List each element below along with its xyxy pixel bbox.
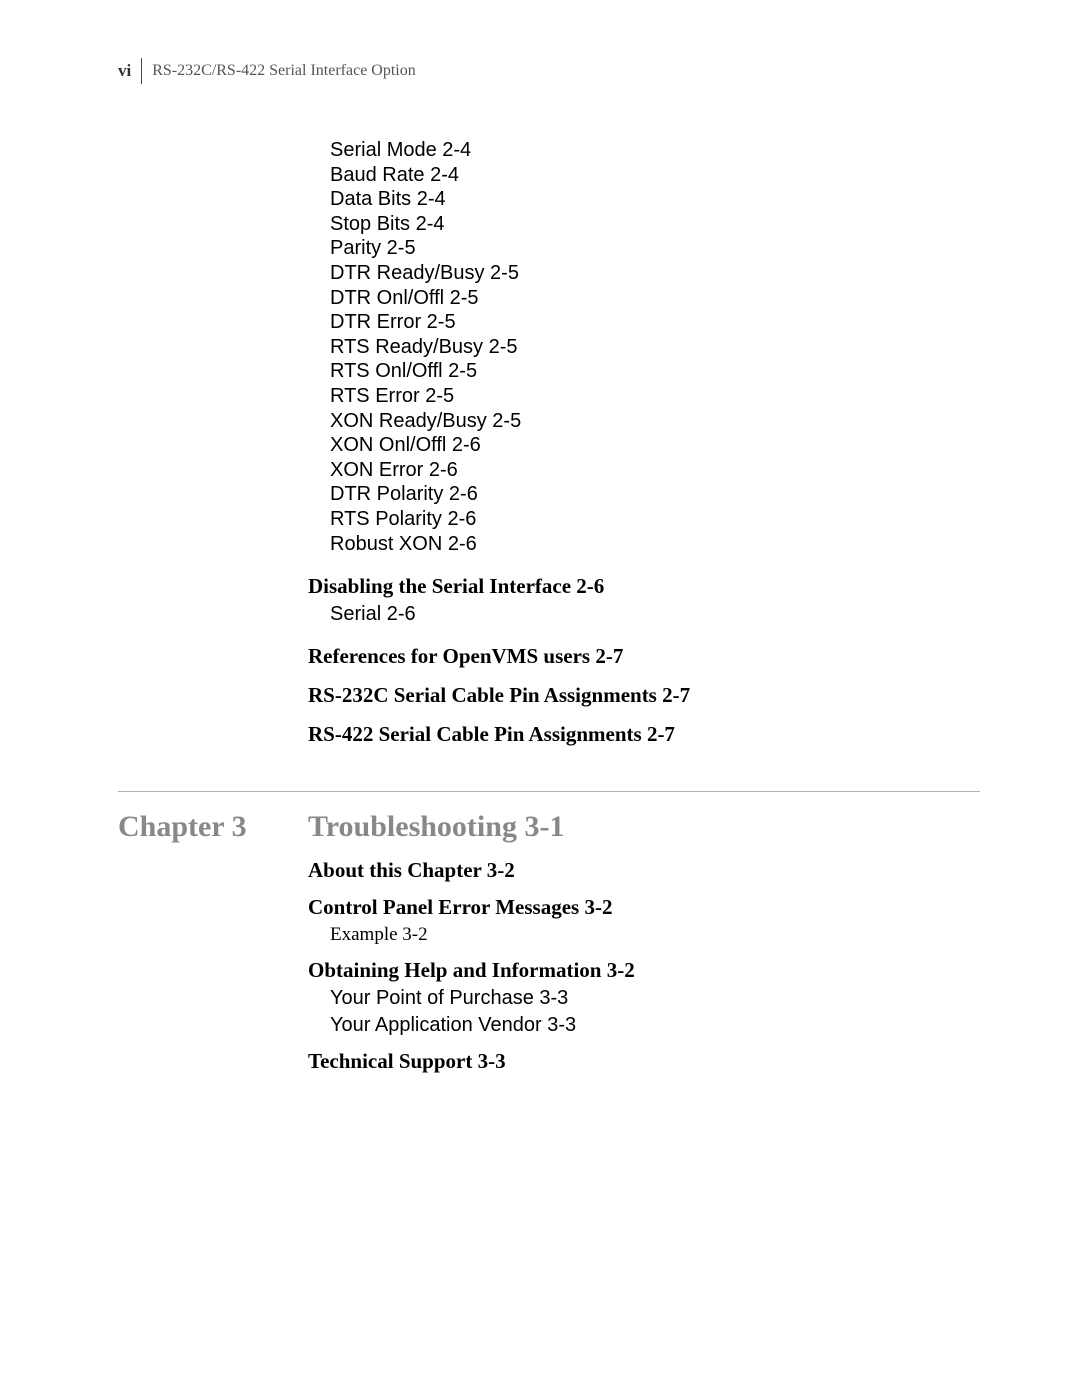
toc-upper-block: Serial Mode 2-4 Baud Rate 2-4 Data Bits … <box>308 138 980 747</box>
list-item: XON Ready/Busy 2-5 <box>330 409 980 434</box>
page: vi RS-232C/RS-422 Serial Interface Optio… <box>0 0 1080 1397</box>
list-item: Robust XON 2-6 <box>330 532 980 557</box>
section-about: About this Chapter 3-2 <box>308 858 980 883</box>
chapter-title: Troubleshooting 3-1 <box>308 810 564 844</box>
chapter-divider <box>118 791 980 792</box>
list-item: DTR Polarity 2-6 <box>330 482 980 507</box>
section-control-panel: Control Panel Error Messages 3-2 <box>308 895 980 920</box>
chapter-label: Chapter 3 <box>118 810 308 844</box>
section-obtaining-help: Obtaining Help and Information 3-2 <box>308 958 980 983</box>
running-header: vi RS-232C/RS-422 Serial Interface Optio… <box>118 58 980 84</box>
section-rs422: RS-422 Serial Cable Pin Assignments 2-7 <box>308 722 980 747</box>
list-item: RTS Ready/Busy 2-5 <box>330 335 980 360</box>
param-list: Serial Mode 2-4 Baud Rate 2-4 Data Bits … <box>330 138 980 556</box>
list-item: Serial Mode 2-4 <box>330 138 980 163</box>
section-obtaining-sub2: Your Application Vendor 3-3 <box>330 1014 980 1037</box>
section-disabling-sub: Serial 2-6 <box>330 603 980 626</box>
chapter-body: About this Chapter 3-2 Control Panel Err… <box>308 858 980 1074</box>
list-item: XON Onl/Offl 2-6 <box>330 433 980 458</box>
list-item: RTS Polarity 2-6 <box>330 507 980 532</box>
list-item: DTR Ready/Busy 2-5 <box>330 261 980 286</box>
section-control-panel-sub: Example 3-2 <box>330 924 980 946</box>
section-disabling: Disabling the Serial Interface 2-6 <box>308 574 980 599</box>
section-rs232c: RS-232C Serial Cable Pin Assignments 2-7 <box>308 683 980 708</box>
doc-title: RS-232C/RS-422 Serial Interface Option <box>152 62 416 80</box>
header-divider <box>141 58 142 84</box>
section-references: References for OpenVMS users 2-7 <box>308 644 980 669</box>
list-item: XON Error 2-6 <box>330 458 980 483</box>
page-number: vi <box>118 61 131 81</box>
list-item: DTR Error 2-5 <box>330 310 980 335</box>
list-item: DTR Onl/Offl 2-5 <box>330 286 980 311</box>
list-item: RTS Onl/Offl 2-5 <box>330 359 980 384</box>
section-obtaining-sub1: Your Point of Purchase 3-3 <box>330 987 980 1010</box>
chapter-heading-row: Chapter 3 Troubleshooting 3-1 <box>118 810 980 844</box>
section-tech-support: Technical Support 3-3 <box>308 1049 980 1074</box>
list-item: Baud Rate 2-4 <box>330 163 980 188</box>
list-item: Parity 2-5 <box>330 236 980 261</box>
list-item: RTS Error 2-5 <box>330 384 980 409</box>
list-item: Stop Bits 2-4 <box>330 212 980 237</box>
list-item: Data Bits 2-4 <box>330 187 980 212</box>
